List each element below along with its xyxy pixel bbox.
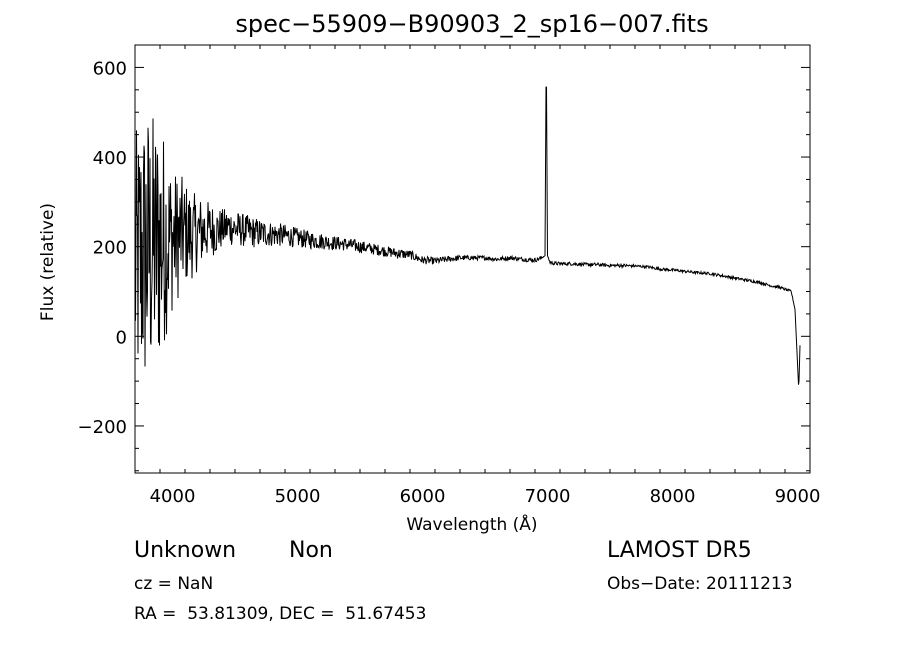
x-tick-label: 8000 xyxy=(650,486,696,507)
survey-name: LAMOST DR5 xyxy=(607,538,752,563)
x-tick-label: 9000 xyxy=(775,486,821,507)
observation-date: Obs−Date: 20111213 xyxy=(607,574,793,594)
spectral-subclass: Non xyxy=(289,538,333,563)
y-tick-label: 600 xyxy=(93,58,127,79)
spectral-class: Unknown xyxy=(134,538,237,563)
x-tick-label: 6000 xyxy=(400,486,446,507)
x-tick-label: 7000 xyxy=(525,486,571,507)
ra-dec-coordinates: RA = 53.81309, DEC = 51.67453 xyxy=(134,604,427,624)
axis-tick-labels: 4000 5000 6000 7000 8000 9000 −200 0 200 400 600 xyxy=(78,58,821,507)
y-tick-label: 0 xyxy=(116,327,127,348)
x-tick-label: 4000 xyxy=(150,486,196,507)
x-tick-label: 5000 xyxy=(275,486,321,507)
axis-ticks xyxy=(134,45,811,473)
x-axis-label: Wavelength (Å) xyxy=(406,513,537,535)
y-tick-label: −200 xyxy=(78,417,127,438)
y-tick-label: 200 xyxy=(93,238,127,259)
y-tick-label: 400 xyxy=(93,148,127,169)
y-axis-label: Flux (relative) xyxy=(38,203,58,321)
spectrum-line xyxy=(134,86,801,385)
chart-title: spec−55909−B90903_2_sp16−007.fits xyxy=(235,10,708,38)
redshift-cz: cz = NaN xyxy=(134,574,214,594)
